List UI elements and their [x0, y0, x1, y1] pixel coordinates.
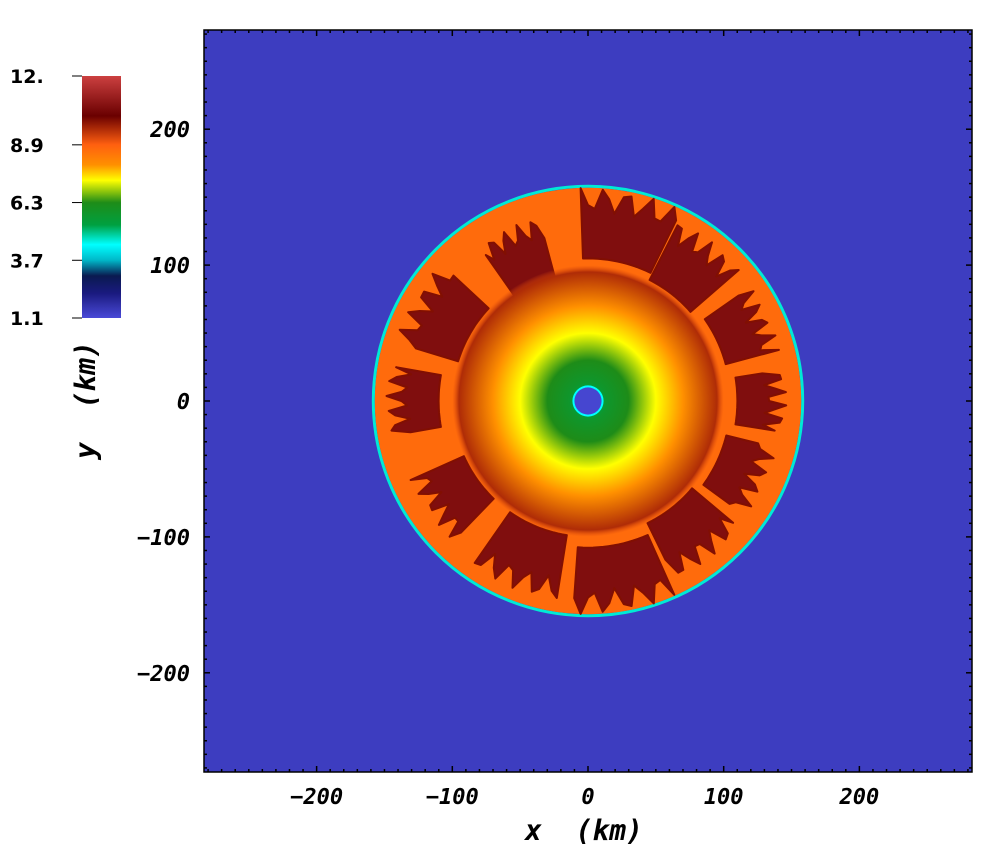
- core: [574, 387, 602, 415]
- plume: [398, 272, 490, 363]
- x-tick-label: −200: [290, 785, 343, 810]
- colorbar-bar: [82, 76, 121, 318]
- plumes: [385, 187, 788, 615]
- x-tick-label: 0: [581, 785, 594, 810]
- shock-front: [371, 184, 805, 618]
- field-layer: [371, 184, 805, 618]
- plume: [734, 372, 788, 432]
- minor-ticks: [204, 30, 972, 772]
- plume: [702, 434, 775, 508]
- y-tick-label: −200: [137, 662, 190, 687]
- x-tick-label: 100: [704, 785, 744, 810]
- colorbar-tick-label: 1.1: [10, 308, 44, 330]
- x-tick-label: 200: [839, 785, 880, 810]
- colorbar-tick-label: 8.9: [10, 135, 44, 157]
- x-tick-label: −100: [426, 785, 479, 810]
- plume: [579, 187, 678, 274]
- y-tick-label: 100: [150, 254, 190, 279]
- plume: [385, 366, 442, 434]
- x-axis-label: x (km): [523, 814, 643, 847]
- y-tick-label: 200: [149, 118, 190, 143]
- colorbar-tick-label: 12.: [10, 66, 44, 88]
- plume: [703, 290, 780, 366]
- y-tick-labels: −200 −100 0 100 200: [137, 118, 190, 687]
- plot-area: −200 −100 0 100 200 −200 −100 0 100 200 x (km) y…: [69, 29, 973, 847]
- y-axis-label: y (km): [69, 341, 102, 461]
- colorbar-tick-label: 6.3: [10, 193, 44, 215]
- plume: [573, 534, 676, 615]
- colorbar-tick-label: 3.7: [10, 250, 44, 272]
- x-tick-labels: −200 −100 0 100 200: [290, 785, 879, 810]
- colorbar: 12. 8.9 6.3 3.7 1.1: [10, 66, 121, 330]
- y-tick-label: −100: [137, 526, 190, 551]
- colorbar-ticks: 12. 8.9 6.3 3.7 1.1: [10, 66, 82, 330]
- y-tick-label: 0: [177, 390, 190, 415]
